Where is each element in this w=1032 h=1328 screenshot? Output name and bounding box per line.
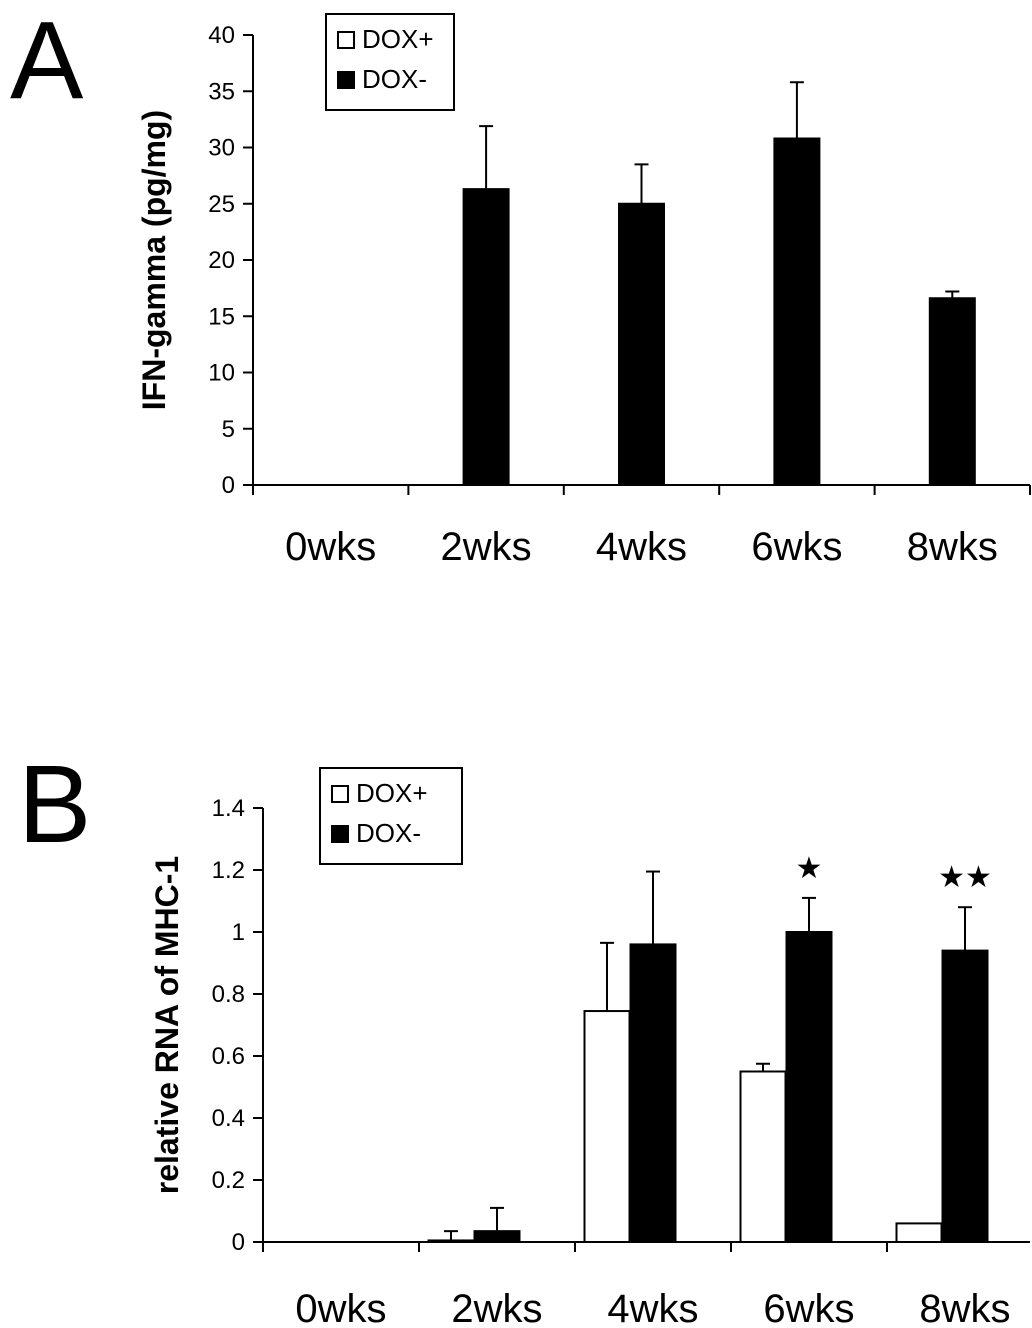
legend-label: DOX- xyxy=(356,818,421,848)
y-tick-label: 5 xyxy=(222,416,235,443)
y-tick-label: 1.2 xyxy=(212,857,245,884)
legend-swatch xyxy=(337,31,355,49)
legend-swatch xyxy=(337,71,355,89)
y-tick-label: 0.4 xyxy=(212,1105,245,1132)
legend-swatch xyxy=(331,785,349,803)
x-tick-label: 6wks xyxy=(751,525,842,569)
y-tick-label: 0 xyxy=(222,472,235,499)
y-tick-label: 30 xyxy=(208,135,235,162)
legend: DOX+ DOX- xyxy=(319,767,463,865)
y-tick-label: 40 xyxy=(208,22,235,49)
y-tick-label: 0.6 xyxy=(212,1043,245,1070)
bar-dox xyxy=(739,1070,787,1243)
chart-panel-b: B 0 0.2 0.4 0.6 0.8 1 1.2 1.4 0wks 2wks 4wks 6wks 8wk… xyxy=(18,743,1030,1328)
bar-dox xyxy=(473,1230,521,1244)
x-tick-label: 0wks xyxy=(295,1287,386,1328)
y-tick-label: 1.4 xyxy=(212,795,245,822)
x-tick-label: 4wks xyxy=(596,525,687,569)
legend-swatch xyxy=(331,825,349,843)
chart-panel-a: A 0 5 10 15 20 25 30 35 40 0wks 2wks 4wks 6wks 8wks IFN… xyxy=(10,0,1031,569)
bar-dox xyxy=(618,202,665,486)
panel-label: A xyxy=(10,0,84,122)
x-tick-label: 8wks xyxy=(907,525,998,569)
bar-dox xyxy=(941,949,989,1243)
y-axis-label: IFN-gamma (pg/mg) xyxy=(136,110,172,410)
y-tick-label: 35 xyxy=(208,78,235,105)
x-tick-label: 4wks xyxy=(607,1287,698,1328)
y-tick-label: 10 xyxy=(208,360,235,387)
significance-marker: ★★ xyxy=(938,860,992,895)
x-tick-label: 6wks xyxy=(763,1287,854,1328)
legend-label: DOX- xyxy=(362,64,427,94)
x-tick-label: 2wks xyxy=(451,1287,542,1328)
legend-label: DOX+ xyxy=(362,24,434,54)
bar-dox xyxy=(427,1239,475,1243)
bar-dox xyxy=(462,188,510,486)
y-tick-label: 25 xyxy=(208,191,235,218)
y-tick-label: 20 xyxy=(208,247,235,274)
legend-box xyxy=(325,13,455,111)
y-tick-label: 0.8 xyxy=(212,981,245,1008)
y-axis-label: relative RNA of MHC-1 xyxy=(149,856,185,1194)
x-tick-label: 8wks xyxy=(919,1287,1010,1328)
bar-dox xyxy=(895,1222,943,1244)
legend: DOX+ DOX- xyxy=(325,13,455,111)
legend-box xyxy=(319,767,463,865)
significance-marker: ★ xyxy=(796,851,823,886)
y-tick-label: 0 xyxy=(232,1229,245,1256)
legend-label: DOX+ xyxy=(356,778,428,808)
x-tick-label: 2wks xyxy=(441,525,532,569)
y-tick-label: 0.2 xyxy=(212,1167,245,1194)
bar-dox xyxy=(583,1010,631,1243)
bar-dox xyxy=(785,931,833,1243)
bar-dox xyxy=(928,297,976,486)
bar-dox xyxy=(629,943,677,1244)
y-tick-label: 15 xyxy=(208,303,235,330)
panel-label: B xyxy=(18,743,91,866)
x-tick-label: 0wks xyxy=(285,525,376,569)
bar-dox xyxy=(773,137,821,486)
y-tick-label: 1 xyxy=(232,919,245,946)
